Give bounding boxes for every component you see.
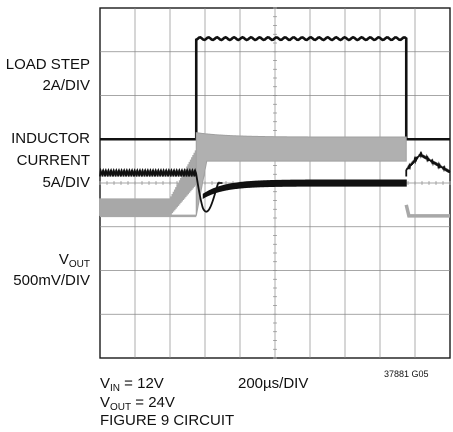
inductor-label-line2: CURRENT [16,152,90,169]
traces [99,35,451,218]
inductor-current-pre-step [99,150,197,216]
inductor-current-post-step [404,204,450,218]
grid [99,7,451,359]
vout-trace-pre-step [99,167,223,213]
load-step-trace [100,35,450,141]
vout-trace-post-step [405,151,451,177]
figure-id: 37881 G05 [384,369,429,379]
vout-condition: VOUT = 24V [100,394,175,413]
vout-scale: 500mV/DIV [13,272,90,289]
inductor-label-line1: INDUCTOR [11,130,90,147]
vout-label: VOUT [58,251,90,270]
timebase-label: 200µs/DIV [238,375,309,392]
inductor-current-load-band [195,132,407,216]
inductor-scale: 5A/DIV [42,174,90,191]
load-step-label: LOAD STEP [5,56,90,73]
load-step-scale: 2A/DIV [42,77,90,94]
vout-ripple-band [202,179,407,199]
vin-condition: VIN = 12V [100,375,164,394]
circuit-reference: FIGURE 9 CIRCUIT [100,412,235,429]
